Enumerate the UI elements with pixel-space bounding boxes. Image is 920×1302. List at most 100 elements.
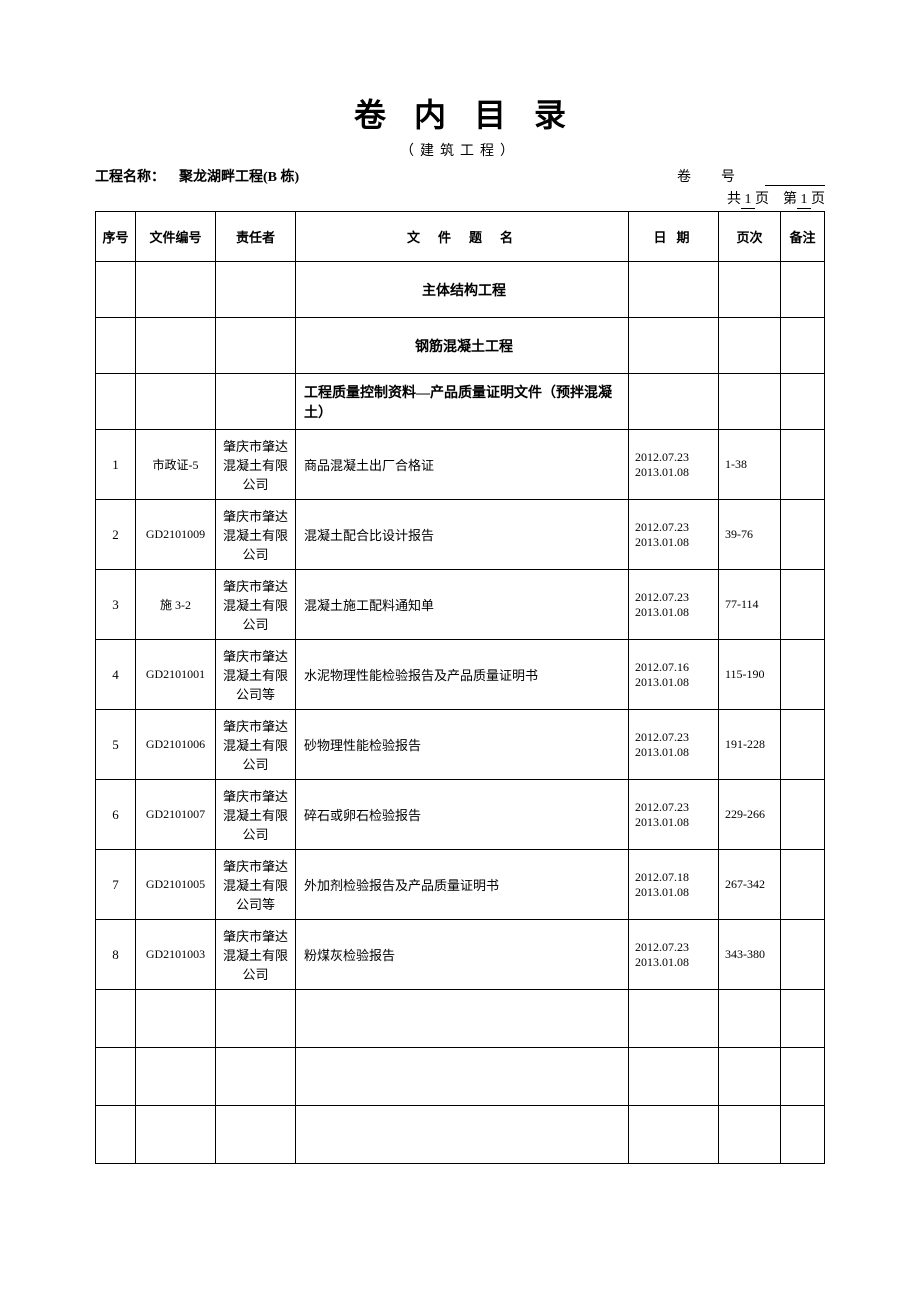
cell-remark (781, 710, 825, 780)
cell-docno: GD2101005 (136, 850, 216, 920)
th-resp: 责任者 (216, 212, 296, 262)
table-row: 8GD2101003肇庆市肇达混凝土有限公司粉煤灰检验报告2012.07.232… (96, 920, 825, 990)
table-row-empty (96, 1048, 825, 1106)
cell-page: 229-266 (719, 780, 781, 850)
page-count: 共1页 第1页 (727, 188, 825, 209)
table-header-row: 序号 文件编号 责任者 文件题名 日期 页次 备注 (96, 212, 825, 262)
cell-seq: 5 (96, 710, 136, 780)
volume-label-b: 号 (721, 166, 735, 186)
cell-page: 267-342 (719, 850, 781, 920)
table-row: 4GD2101001肇庆市肇达混凝土有限公司等水泥物理性能检验报告及产品质量证明… (96, 640, 825, 710)
cell-remark (781, 780, 825, 850)
cell-page: 343-380 (719, 920, 781, 990)
volume-number: 卷 号 (677, 166, 825, 186)
project-label: 工程名称： (95, 170, 165, 185)
project-info: 工程名称： 聚龙湖畔工程(B 栋) (95, 166, 299, 186)
cell-docno: 市政证-5 (136, 430, 216, 500)
cell-seq: 1 (96, 430, 136, 500)
cell-seq: 8 (96, 920, 136, 990)
table-row: 7GD2101005肇庆市肇达混凝土有限公司等外加剂检验报告及产品质量证明书20… (96, 850, 825, 920)
cell-resp: 肇庆市肇达混凝土有限公司 (216, 500, 296, 570)
cell-resp: 肇庆市肇达混凝土有限公司 (216, 430, 296, 500)
section-row: 钢筋混凝土工程 (96, 318, 825, 374)
cell-seq: 6 (96, 780, 136, 850)
cell-title: 砂物理性能检验报告 (296, 710, 629, 780)
th-title: 文件题名 (296, 212, 629, 262)
cell-page: 191-228 (719, 710, 781, 780)
cell-title: 碎石或卵石检验报告 (296, 780, 629, 850)
cell-page: 77-114 (719, 570, 781, 640)
cell-resp: 肇庆市肇达混凝土有限公司 (216, 780, 296, 850)
th-date: 日期 (629, 212, 719, 262)
th-page: 页次 (719, 212, 781, 262)
section-row: 主体结构工程 (96, 262, 825, 318)
cell-date: 2012.07.232013.01.08 (629, 780, 719, 850)
volume-value (765, 170, 825, 186)
table-row: 5GD2101006肇庆市肇达混凝土有限公司砂物理性能检验报告2012.07.2… (96, 710, 825, 780)
cell-seq: 3 (96, 570, 136, 640)
cell-remark (781, 570, 825, 640)
cell-resp: 肇庆市肇达混凝土有限公司等 (216, 640, 296, 710)
section-title: 工程质量控制资料—产品质量证明文件（预拌混凝土） (296, 374, 629, 430)
project-name: 聚龙湖畔工程(B 栋) (179, 170, 299, 185)
section-row: 工程质量控制资料—产品质量证明文件（预拌混凝土） (96, 374, 825, 430)
pages-total-prefix: 共 (727, 192, 741, 207)
section-title: 主体结构工程 (296, 262, 629, 318)
header-right: 卷 号 (677, 166, 825, 186)
cell-docno: GD2101006 (136, 710, 216, 780)
table-row: 6GD2101007肇庆市肇达混凝土有限公司碎石或卵石检验报告2012.07.2… (96, 780, 825, 850)
cell-seq: 7 (96, 850, 136, 920)
cell-title: 混凝土配合比设计报告 (296, 500, 629, 570)
pages-current-suffix: 页 (811, 192, 825, 207)
page-subtitle: （建筑工程） (95, 140, 825, 160)
table-row-empty (96, 1106, 825, 1164)
cell-title: 混凝土施工配料通知单 (296, 570, 629, 640)
cell-seq: 4 (96, 640, 136, 710)
volume-label-a: 卷 (677, 166, 691, 186)
cell-title: 商品混凝土出厂合格证 (296, 430, 629, 500)
cell-date: 2012.07.232013.01.08 (629, 570, 719, 640)
cell-title: 水泥物理性能检验报告及产品质量证明书 (296, 640, 629, 710)
cell-resp: 肇庆市肇达混凝土有限公司 (216, 920, 296, 990)
cell-resp: 肇庆市肇达混凝土有限公司 (216, 570, 296, 640)
cell-docno: GD2101009 (136, 500, 216, 570)
page-title: 卷内目录 (95, 90, 825, 136)
header-row: 工程名称： 聚龙湖畔工程(B 栋) 卷 号 (95, 166, 825, 186)
cell-date: 2012.07.232013.01.08 (629, 920, 719, 990)
cell-remark (781, 430, 825, 500)
cell-remark (781, 920, 825, 990)
cell-remark (781, 640, 825, 710)
table-row: 3施 3-2肇庆市肇达混凝土有限公司混凝土施工配料通知单2012.07.2320… (96, 570, 825, 640)
cell-date: 2012.07.232013.01.08 (629, 500, 719, 570)
pages-current-value: 1 (797, 192, 811, 209)
pages-total-suffix: 页 (755, 192, 769, 207)
cell-title: 外加剂检验报告及产品质量证明书 (296, 850, 629, 920)
cell-title: 粉煤灰检验报告 (296, 920, 629, 990)
cell-page: 115-190 (719, 640, 781, 710)
pages-current-prefix: 第 (783, 192, 797, 207)
section-title: 钢筋混凝土工程 (296, 318, 629, 374)
cell-remark (781, 500, 825, 570)
th-remark: 备注 (781, 212, 825, 262)
th-docno: 文件编号 (136, 212, 216, 262)
cell-remark (781, 850, 825, 920)
th-seq: 序号 (96, 212, 136, 262)
cell-resp: 肇庆市肇达混凝土有限公司 (216, 710, 296, 780)
cell-resp: 肇庆市肇达混凝土有限公司等 (216, 850, 296, 920)
cell-docno: 施 3-2 (136, 570, 216, 640)
cell-date: 2012.07.232013.01.08 (629, 430, 719, 500)
cell-docno: GD2101003 (136, 920, 216, 990)
cell-docno: GD2101007 (136, 780, 216, 850)
table-row: 1市政证-5肇庆市肇达混凝土有限公司商品混凝土出厂合格证2012.07.2320… (96, 430, 825, 500)
pages-total-value: 1 (741, 192, 755, 209)
index-table: 序号 文件编号 责任者 文件题名 日期 页次 备注 主体结构工程钢筋混凝土工程工… (95, 211, 825, 1164)
header-row-2: 共1页 第1页 (95, 188, 825, 209)
cell-page: 39-76 (719, 500, 781, 570)
cell-seq: 2 (96, 500, 136, 570)
cell-date: 2012.07.232013.01.08 (629, 710, 719, 780)
cell-date: 2012.07.182013.01.08 (629, 850, 719, 920)
table-row: 2GD2101009肇庆市肇达混凝土有限公司混凝土配合比设计报告2012.07.… (96, 500, 825, 570)
cell-date: 2012.07.162013.01.08 (629, 640, 719, 710)
cell-docno: GD2101001 (136, 640, 216, 710)
table-row-empty (96, 990, 825, 1048)
